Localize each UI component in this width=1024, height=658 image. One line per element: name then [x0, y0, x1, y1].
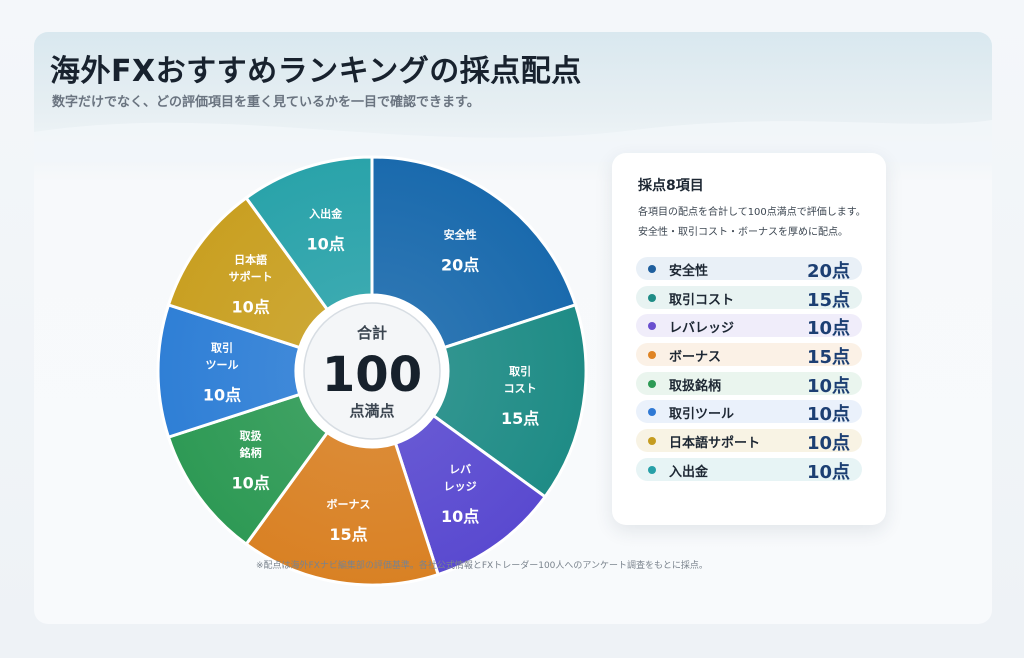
pie-slice-value-1: 15点: [501, 409, 539, 428]
legend-item-3: ボーナス 15点: [636, 343, 862, 369]
center-total-unit: 点満点: [349, 402, 394, 420]
pie-slice-name-7: 入出金: [309, 206, 343, 220]
legend-label: 取引ツール: [669, 407, 735, 423]
center-total-label: 合計: [356, 324, 387, 342]
pie-slice-value-0: 20点: [441, 256, 479, 275]
legend-label: 取扱銘柄: [669, 378, 722, 394]
pie-slice-name-6: サポート: [229, 269, 273, 283]
legend-item-2: レバレッジ 10点: [636, 314, 862, 340]
pie-slice-name-2: レッジ: [444, 480, 477, 493]
legend-item-0: 安全性 20点: [636, 257, 862, 282]
pie-slice-value-5: 10点: [203, 386, 241, 405]
pie-center-hub: 合計 100 点満点: [296, 295, 448, 447]
pie-slice-value-3: 15点: [329, 525, 367, 544]
legend-value: 10点: [806, 404, 850, 426]
legend-item-6: 日本語サポート 10点: [636, 429, 862, 455]
pie-slice-value-7: 10点: [307, 234, 345, 253]
legend-value: 20点: [806, 261, 850, 282]
legend-label: 日本語サポート: [669, 436, 761, 452]
legend-label: 安全性: [669, 264, 709, 279]
pie-slice-value-6: 10点: [232, 297, 270, 316]
legend-item-7: 入出金 10点: [636, 457, 862, 483]
pie-slice-name-1: コスト: [504, 382, 537, 395]
legend-label: レバレッジ: [669, 321, 735, 337]
legend-value: 15点: [806, 347, 850, 369]
panel-description: 各項目の配点を合計して100点満点で評価します。 安全性・取引コスト・ボーナスを…: [638, 203, 866, 243]
panel-title: 採点8項目: [638, 178, 704, 194]
pie-slice-name-5: 取引: [211, 341, 233, 355]
legend-list: 安全性 20点 取引コスト 15点 レバレッジ 10点 ボーナス 15点 取扱銘柄 10点 取引ツー…: [636, 257, 862, 487]
pie-slice-name-6: 日本語: [234, 252, 267, 266]
pie-slices: [156, 155, 588, 587]
panel-desc-line2: 安全性・取引コスト・ボーナスを厚めに配点。: [638, 227, 848, 238]
legend-label: ボーナス: [669, 350, 722, 366]
pie-slice-name-5: ツール: [206, 359, 239, 372]
legend-dot-icon: [648, 437, 656, 446]
page-title: 海外FXおすすめランキングの採点配点: [50, 54, 582, 89]
legend-dot-icon: [648, 351, 656, 360]
legend-dot-icon: [648, 322, 656, 331]
legend-dot-icon: [648, 379, 656, 388]
legend-dot-icon: [648, 265, 656, 273]
legend-value: 10点: [806, 461, 850, 483]
center-total-value: 100: [322, 347, 422, 403]
legend-item-5: 取引ツール 10点: [636, 400, 862, 426]
legend-dot-icon: [648, 465, 656, 474]
header-wave-decoration: [34, 120, 992, 162]
pie-slice-name-1: 取引: [509, 364, 531, 378]
legend-label: 取引コスト: [669, 292, 735, 308]
footnote: ※配点は海外FXナビ編集部の評価基準。各社公式情報とFXトレーダー100人へのア…: [256, 561, 708, 571]
legend-item-4: 取扱銘柄 10点: [636, 371, 862, 397]
pie-slice-name-4: 銘柄: [240, 446, 262, 460]
pie-slice-value-4: 10点: [232, 474, 270, 493]
legend-dot-icon: [648, 408, 656, 417]
pie-slice-name-3: ボーナス: [327, 497, 371, 511]
legend-value: 10点: [806, 375, 850, 397]
legend-label: 入出金: [669, 464, 709, 480]
legend-dot-icon: [648, 293, 656, 302]
pie-slice-value-2: 10点: [441, 507, 479, 526]
legend-value: 15点: [806, 289, 850, 311]
legend-item-1: 取引コスト 15点: [636, 285, 862, 311]
panel-desc-line1: 各項目の配点を合計して100点満点で評価します。: [638, 207, 866, 218]
pie-slice-labels: 安全性20点取引コスト15点レバレッジ10点ボーナス15点取扱銘柄10点取引ツー…: [203, 206, 539, 544]
center-hub-inner: [303, 302, 441, 440]
page-subtitle: 数字だけでなく、どの評価項目を重く見ているかを一目で確認できます。: [52, 95, 480, 110]
legend-panel: 採点8項目 各項目の配点を合計して100点満点で評価します。 安全性・取引コスト…: [612, 153, 886, 525]
legend-value: 10点: [806, 433, 850, 455]
pie-slice-name-4: 取扱: [240, 429, 263, 443]
pie-slice-name-2: レバ: [449, 463, 471, 476]
legend-value: 10点: [806, 318, 850, 340]
pie-slice-name-0: 安全性: [444, 228, 477, 242]
